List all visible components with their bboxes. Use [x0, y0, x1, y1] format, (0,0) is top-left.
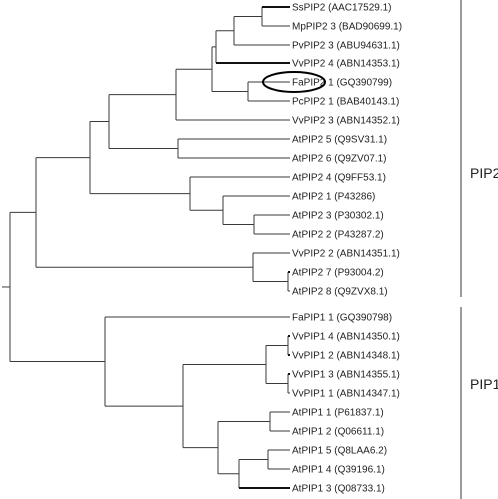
tree-branches: [2, 6, 290, 489]
taxon-label: AtPIP2 6 (Q9ZV07.1): [292, 154, 387, 165]
taxon-label: VvPIP1 2 (ABN14348.1): [292, 351, 400, 362]
taxon-label: AtPIP1 5 (Q8LAA6.2): [292, 446, 387, 457]
clade-brackets: PIP2 PIP1: [460, 0, 498, 499]
clade-label-pip1: PIP1: [470, 376, 498, 392]
taxon-label: AtPIP1 2 (Q06611.1): [292, 427, 384, 438]
taxon-label: FaPIP1 1 (GQ390798): [292, 313, 392, 324]
taxon-label: AtPIP2 4 (Q9FF53.1): [292, 173, 386, 184]
taxon-labels: SsPIP2 (AAC17529.1) MpPIP2 3 (BAD90699.1)…: [292, 3, 402, 495]
taxon-label: AtPIP2 7 (P93004.2): [292, 268, 384, 279]
taxon-label: VvPIP1 3 (ABN14355.1): [292, 370, 400, 381]
taxon-label: VvPIP2 3 (ABN14352.1): [292, 116, 400, 127]
taxon-label: AtPIP2 5 (Q9SV31.1): [292, 135, 387, 146]
taxon-label: AtPIP2 1 (P43286): [292, 192, 375, 203]
taxon-label: AtPIP1 1 (P61837.1): [292, 408, 384, 419]
highlight-ellipse: [262, 71, 326, 93]
taxon-label: VvPIP1 4 (ABN14350.1): [292, 332, 400, 343]
taxon-label: PcPIP2 1 (BAB40143.1): [292, 97, 399, 108]
taxon-label: VvPIP2 2 (ABN14351.1): [292, 249, 400, 260]
taxon-label: AtPIP1 3 (Q08733.1): [292, 484, 385, 495]
taxon-label: AtPIP2 8 (Q9ZVX8.1): [292, 287, 388, 298]
taxon-label: VvPIP1 1 (ABN14347.1): [292, 389, 400, 400]
taxon-label: SsPIP2 (AAC17529.1): [292, 3, 392, 14]
taxon-label: FaPIP2 1 (GQ390799): [292, 78, 392, 89]
clade-label-pip2: PIP2: [470, 165, 498, 181]
taxon-label: AtPIP1 4 (Q39196.1): [292, 465, 385, 476]
taxon-label: AtPIP2 2 (P43287.2): [292, 230, 384, 241]
taxon-label: MpPIP2 3 (BAD90699.1): [292, 22, 402, 33]
taxon-label: AtPIP2 3 (P30302.1): [292, 211, 384, 222]
taxon-label: PvPIP2 3 (ABU94631.1): [292, 41, 400, 52]
taxon-label: VvPIP2 4 (ABN14353.1): [292, 59, 400, 70]
